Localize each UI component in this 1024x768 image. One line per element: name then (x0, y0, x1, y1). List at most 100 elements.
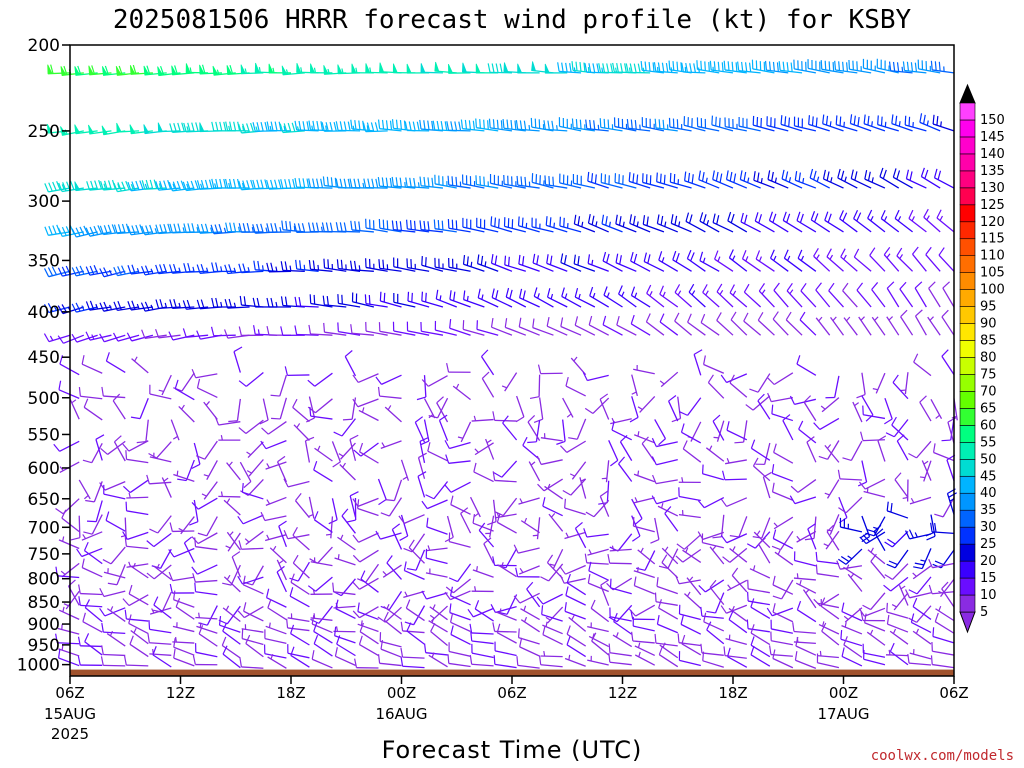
wind-barb (771, 404, 794, 422)
wind-barb (263, 644, 287, 659)
wind-barb (191, 497, 218, 510)
wind-barb (789, 495, 817, 505)
wind-barb (902, 61, 927, 74)
wind-barb (85, 225, 112, 237)
colorbar-label: 25 (980, 537, 997, 552)
wind-barb (358, 635, 379, 657)
wind-barb (803, 395, 817, 422)
wind-barb (815, 551, 839, 565)
wind-barb (737, 61, 761, 74)
wind-barb (421, 590, 448, 600)
wind-barb (147, 633, 172, 645)
wind-barb (222, 645, 241, 669)
wind-barb (572, 173, 596, 189)
wind-barb (446, 121, 471, 132)
colorbar-swatch (959, 323, 976, 341)
wind-barb (88, 124, 112, 135)
wind-barb (656, 214, 678, 233)
wind-barb (113, 223, 140, 235)
wind-barb (824, 444, 840, 463)
wind-barb (707, 374, 725, 399)
wind-barb (294, 120, 319, 132)
wind-barb (365, 321, 388, 336)
wind-barb (585, 119, 609, 132)
colorbar-swatch (959, 442, 976, 460)
wind-barb (497, 562, 517, 578)
wind-barb (935, 605, 955, 622)
wind-barb (357, 620, 379, 633)
wind-barb (336, 635, 356, 657)
wind-barb (687, 313, 706, 336)
wind-barb (392, 321, 416, 336)
wind-barb (76, 547, 103, 558)
x-tick-date: 17AUG (818, 705, 870, 723)
wind-barb (86, 500, 103, 523)
wind-barb (728, 610, 748, 634)
wind-barb (743, 312, 762, 336)
y-tick-label: 950 (28, 636, 60, 656)
wind-barb (505, 287, 527, 308)
wind-barb (201, 481, 218, 500)
wind-barb (196, 622, 218, 634)
wind-barb (126, 492, 149, 499)
ground-bar (70, 669, 954, 676)
wind-barb (421, 499, 448, 510)
wind-barb (518, 497, 540, 505)
wind-barb (896, 247, 914, 272)
colorbar-label: 20 (980, 554, 997, 569)
wind-barb (618, 285, 637, 308)
wind-barb (905, 169, 927, 189)
wind-barb (773, 516, 794, 530)
wind-barb (518, 254, 540, 272)
wind-barb (891, 592, 909, 611)
wind-barb (149, 452, 172, 463)
wind-barb (82, 612, 103, 633)
wind-barb (683, 116, 706, 132)
wind-barb (169, 223, 195, 234)
wind-barb (818, 621, 840, 635)
wind-barb (522, 436, 541, 461)
wind-barb (772, 529, 794, 550)
wind-barb (698, 170, 720, 189)
wind-barb (782, 211, 803, 233)
wind-barb (772, 603, 794, 623)
wind-barb (867, 209, 886, 233)
wind-barb (772, 649, 794, 669)
wind-barb (843, 316, 858, 336)
wind-barb (642, 173, 665, 189)
wind-barb (475, 118, 499, 132)
wind-barb (253, 325, 278, 336)
wind-barb (517, 216, 540, 233)
wind-barb (352, 549, 379, 563)
wind-barb (772, 311, 789, 336)
wind-barb (290, 646, 310, 668)
wind-barb (536, 455, 563, 466)
wind-barb (84, 633, 103, 656)
wind-barb (637, 547, 656, 565)
wind-barb (533, 287, 554, 308)
wind-barb (177, 459, 195, 482)
wind-barb (183, 223, 209, 234)
wind-barb (630, 251, 651, 272)
colorbar-label: 85 (980, 334, 997, 349)
wind-barb (100, 656, 126, 667)
wind-barb (425, 545, 448, 552)
wind-barb (542, 621, 563, 635)
wind-barb (129, 124, 153, 135)
wind-barb (682, 440, 702, 463)
wind-barb (863, 613, 886, 632)
wind-barb (826, 524, 840, 551)
wind-barb (792, 622, 816, 634)
wind-barb (723, 646, 747, 659)
wind-barb (444, 440, 471, 450)
wind-barb (43, 333, 71, 343)
wind-barb (726, 421, 748, 441)
wind-barb (913, 353, 932, 377)
wind-barb (99, 588, 126, 598)
wind-barb (173, 372, 195, 392)
wind-barb (406, 549, 426, 571)
wind-barb (562, 397, 574, 418)
wind-barb (157, 122, 181, 133)
wind-barb (654, 118, 678, 132)
wind-barb (678, 397, 702, 416)
